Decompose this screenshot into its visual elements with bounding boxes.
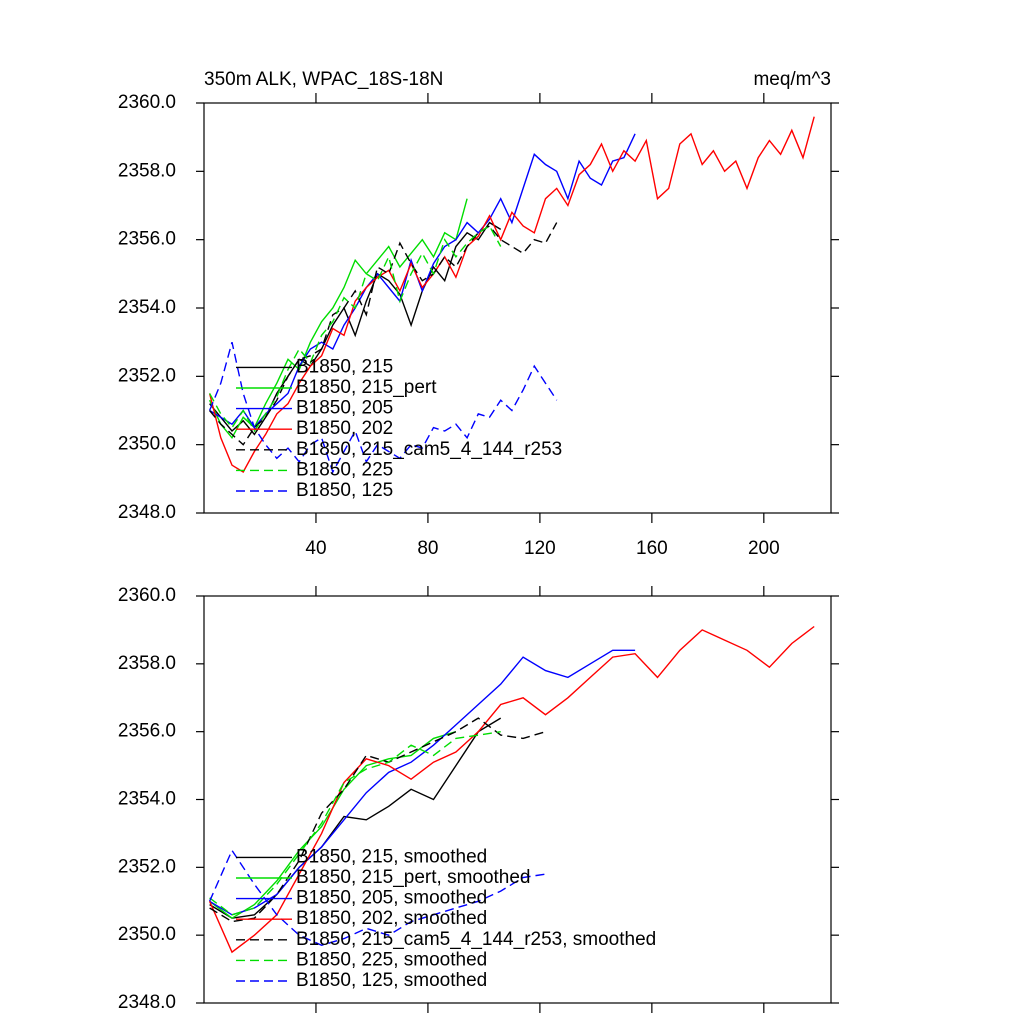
legend-label: B1850, 202, smoothed: [296, 908, 487, 929]
y-tick-label: 2350.0: [118, 924, 176, 945]
series-line: [208, 116, 815, 473]
units-label: meq/m^3: [753, 69, 831, 90]
y-tick-label: 2360.0: [118, 585, 176, 606]
legend-label: B1850, 215_cam5_4_144_r253, smoothed: [296, 929, 656, 950]
legend-label: B1850, 215_pert: [296, 377, 437, 398]
x-tick-label: 120: [524, 538, 556, 559]
chart-title: 350m ALK, WPAC_18S-18N: [204, 69, 443, 90]
y-tick-label: 2352.0: [118, 365, 176, 386]
y-tick-label: 2354.0: [118, 789, 176, 810]
legend-label: B1850, 205, smoothed: [296, 888, 487, 909]
y-tick-label: 2356.0: [118, 721, 176, 742]
y-tick-label: 2356.0: [118, 229, 176, 250]
y-tick-label: 2358.0: [118, 653, 176, 674]
series-line: [209, 717, 502, 919]
legend-label: B1850, 225, smoothed: [296, 949, 487, 970]
legend-label: B1850, 125, smoothed: [296, 970, 487, 991]
series-line: [208, 225, 502, 433]
series-line: [208, 342, 558, 474]
y-tick-label: 2352.0: [118, 856, 176, 877]
y-tick-label: 2348.0: [118, 502, 176, 523]
series-line: [208, 625, 815, 954]
y-tick-label: 2358.0: [118, 160, 176, 181]
y-tick-label: 2348.0: [118, 992, 176, 1013]
legend-label: B1850, 202: [296, 418, 393, 439]
legend-label: B1850, 225: [296, 459, 393, 480]
y-tick-label: 2354.0: [118, 297, 176, 318]
x-tick-label: 160: [636, 538, 668, 559]
legend-label: B1850, 215: [296, 356, 393, 377]
legend-label: B1850, 215_cam5_4_144_r253: [296, 439, 562, 460]
series-line: [209, 222, 558, 446]
series-line: [209, 133, 636, 429]
y-tick-label: 2350.0: [118, 434, 176, 455]
series-line: [209, 717, 546, 923]
x-tick-label: 200: [748, 538, 780, 559]
y-tick-label: 2360.0: [118, 92, 176, 113]
legend-label: B1850, 215_pert, smoothed: [296, 867, 531, 888]
x-tick-label: 80: [417, 538, 438, 559]
legend-label: B1850, 205: [296, 398, 393, 419]
x-tick-label: 40: [305, 538, 326, 559]
legend-label: B1850, 215, smoothed: [296, 846, 487, 867]
series-line: [209, 731, 501, 916]
series-line: [208, 848, 546, 947]
legend-label: B1850, 125: [296, 480, 393, 501]
